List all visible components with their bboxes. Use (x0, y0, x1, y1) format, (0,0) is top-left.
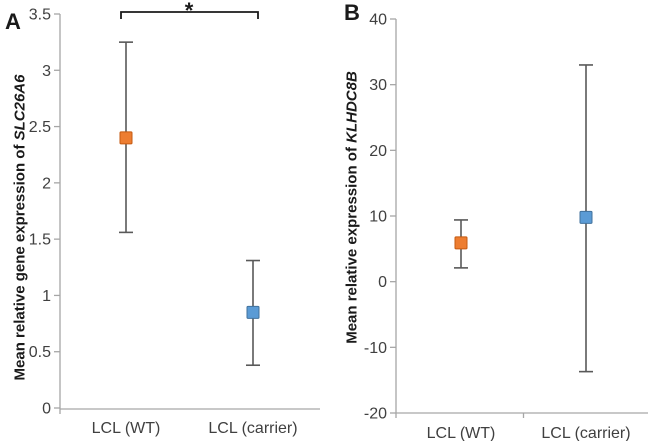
significance-star: * (185, 0, 194, 23)
category-label: LCL (carrier) (541, 425, 630, 441)
panel-a-label: A (5, 9, 21, 34)
marker-point (454, 236, 468, 250)
y-tick-label: 0.5 (29, 344, 51, 361)
significance-bracket (120, 11, 259, 19)
y-tick-label: 3 (42, 63, 51, 80)
y-tick-label: 0 (42, 401, 51, 418)
y-tick-label: 20 (369, 143, 387, 160)
y-tick-label: -20 (364, 406, 387, 423)
marker-point (579, 210, 593, 224)
category-label: LCL (carrier) (208, 420, 297, 437)
panel-a-plot: 0 0.5 1 1.5 2 2.5 3 3.5 LCL (WT) LCL (carrier) * (29, 0, 320, 437)
category-label: LCL (WT) (92, 420, 161, 437)
y-tick-label: 10 (369, 209, 387, 226)
y-tick-label: -10 (364, 340, 387, 357)
y-tick-label: 0 (378, 274, 387, 291)
category-label: LCL (WT) (427, 425, 496, 441)
y-tick-label: 3.5 (29, 7, 51, 24)
y-tick-label: 2 (42, 175, 51, 192)
y-tick-label: 1 (42, 288, 51, 305)
panel-b-label: B (344, 0, 360, 25)
y-tick-label: 2.5 (29, 119, 51, 136)
y-tick-label: 1.5 (29, 232, 51, 249)
y-tick-label: 40 (369, 12, 387, 29)
panel-b-plot: -20 -10 0 10 20 30 40 LCL (WT) LCL (carrier) (364, 12, 648, 441)
marker-point (119, 131, 133, 145)
y-tick-label: 30 (369, 77, 387, 94)
marker-point (246, 305, 260, 319)
